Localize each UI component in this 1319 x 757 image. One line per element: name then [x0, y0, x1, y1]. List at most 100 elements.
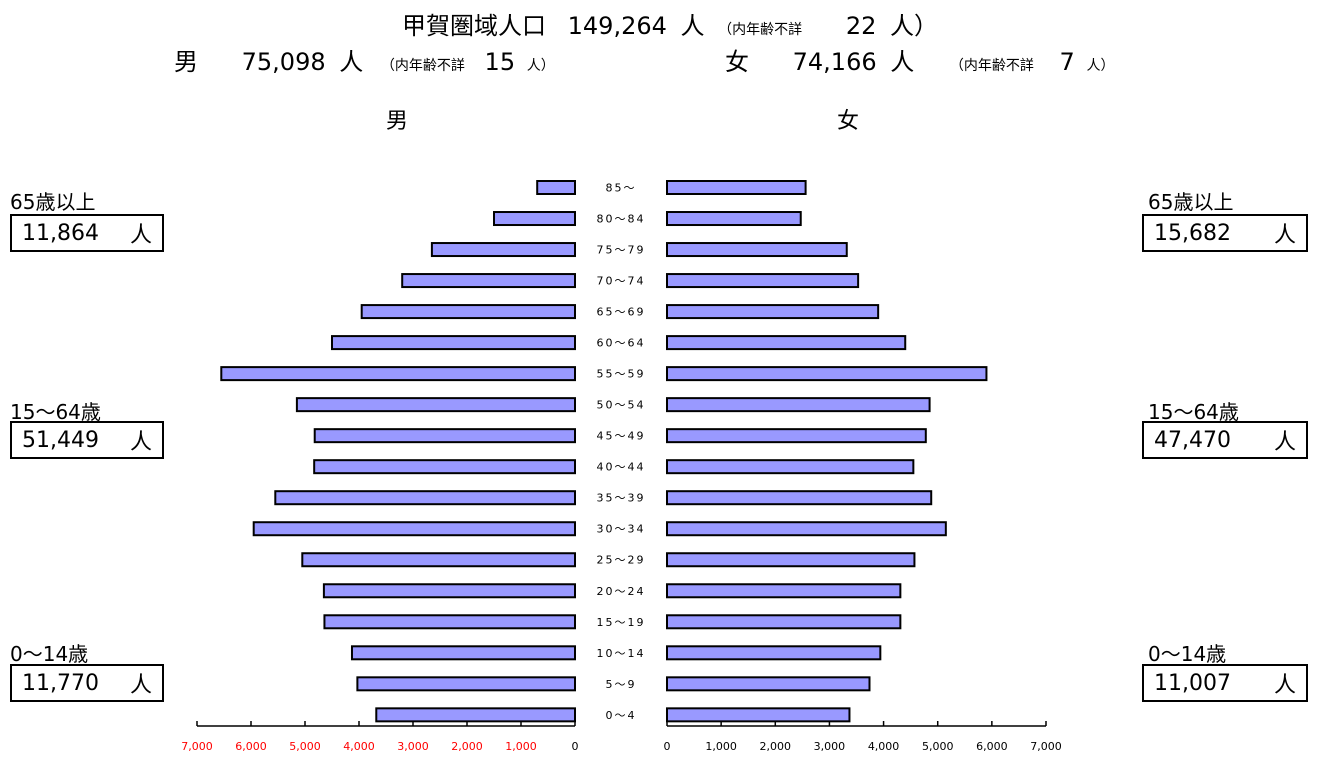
female-bar — [666, 676, 871, 692]
male-label: 男 — [174, 48, 198, 76]
male-group-box-65plus: 11,864 人 — [10, 214, 164, 252]
female-bar — [666, 335, 907, 351]
total-unknown-value: 22 — [845, 12, 877, 40]
total-label: 甲賀圏域人口 — [402, 12, 546, 40]
female-value: 74,166 — [792, 48, 877, 76]
male-bar — [323, 614, 576, 630]
female-bars — [666, 180, 988, 723]
female-bar — [666, 428, 927, 444]
female-bar — [666, 273, 860, 289]
female-bar — [666, 242, 848, 258]
female-group-unit-65plus: 人 — [1273, 223, 1296, 248]
male-unknown-prefix: （内年齢不詳 — [380, 58, 465, 74]
male-bar — [430, 242, 576, 258]
female-population-line: 女 74,166 人 （内年齢不詳 7 人） — [725, 42, 1114, 77]
male-bar — [536, 180, 577, 195]
male-axis-tick-label: 1,000 — [505, 740, 537, 753]
male-group-unit-65plus: 人 — [129, 223, 152, 248]
female-unknown-value: 7 — [1059, 48, 1075, 76]
male-bar — [313, 428, 576, 444]
age-category-label: 55～59 — [597, 368, 646, 381]
male-bar — [375, 707, 576, 723]
female-group-unit-0-14: 人 — [1273, 673, 1296, 698]
male-axis-tick-label: 4,000 — [343, 740, 375, 753]
female-group-value-15-64: 47,470 — [1154, 427, 1231, 453]
female-group-value-0-14: 11,007 — [1154, 670, 1231, 696]
female-x-axis: 0 1,000 2,000 3,000 4,000 5,000 6,000 7,000 — [664, 721, 1062, 753]
female-label: 女 — [725, 48, 749, 76]
male-axis-tick-label: 2,000 — [451, 740, 483, 753]
age-category-label: 80～84 — [597, 213, 646, 226]
male-x-axis: 7,000 6,000 5,000 4,000 3,000 2,000 1,000 0 — [181, 721, 579, 753]
female-group-label-0-14: 0～14歳 — [1148, 642, 1227, 666]
female-axis-tick-label: 3,000 — [814, 740, 846, 753]
male-group-unit-15-64: 人 — [129, 430, 152, 455]
male-axis-tick-label: 5,000 — [289, 740, 321, 753]
male-bar — [313, 459, 576, 475]
female-group-box-65plus: 15,682 人 — [1142, 214, 1308, 252]
male-bar — [360, 304, 577, 320]
male-bar — [350, 645, 577, 661]
female-bar — [666, 490, 933, 506]
female-bar — [666, 707, 851, 723]
age-category-labels: 85～ 80～84 75～79 70～74 65～69 60～64 55～59 50～54 45… — [597, 182, 646, 722]
male-bar — [493, 211, 576, 227]
male-bar — [252, 521, 576, 537]
female-bar — [666, 583, 902, 599]
male-unknown-suffix: 人） — [526, 58, 555, 74]
male-group-box-15-64: 51,449 人 — [10, 421, 164, 459]
male-side-heading: 男 — [386, 109, 409, 134]
female-group-label-15-64: 15～64歳 — [1148, 400, 1239, 424]
female-bar — [666, 211, 802, 227]
age-category-label: 70～74 — [597, 275, 646, 288]
male-unit: 人 — [339, 48, 364, 76]
age-category-label: 5～9 — [606, 678, 637, 691]
total-value: 149,264 — [567, 12, 667, 40]
male-group-value-0-14: 11,770 — [22, 670, 99, 696]
male-axis-tick-label: 3,000 — [397, 740, 429, 753]
age-category-label: 35～39 — [597, 492, 646, 505]
female-group-label-65plus: 65歳以上 — [1148, 190, 1234, 214]
male-axis-tick-label: 6,000 — [235, 740, 267, 753]
female-bar — [666, 180, 807, 195]
male-bar — [220, 366, 577, 382]
male-group-value-15-64: 51,449 — [22, 427, 99, 453]
age-category-label: 45～49 — [597, 430, 646, 443]
male-bar — [401, 273, 577, 289]
male-bar — [322, 583, 576, 599]
female-group-value-65plus: 15,682 — [1154, 220, 1231, 246]
female-axis-tick-label: 6,000 — [976, 740, 1008, 753]
male-bar — [356, 676, 576, 692]
male-group-label-0-14: 0～14歳 — [10, 642, 89, 666]
female-unknown-suffix: 人） — [1086, 58, 1115, 74]
female-bar — [666, 645, 882, 661]
male-group-label-15-64: 15～64歳 — [10, 400, 101, 424]
female-bar — [666, 397, 931, 413]
female-bar — [666, 614, 902, 630]
female-axis-tick-label: 1,000 — [705, 740, 737, 753]
male-unknown-value: 15 — [484, 48, 516, 76]
male-group-value-65plus: 11,864 — [22, 220, 99, 246]
female-group-unit-15-64: 人 — [1273, 430, 1296, 455]
age-category-label: 60～64 — [597, 337, 646, 350]
male-axis-tick-label: 7,000 — [181, 740, 213, 753]
age-category-label: 85～ — [606, 182, 637, 195]
male-bar — [295, 397, 576, 413]
age-category-label: 75～79 — [597, 244, 646, 257]
male-axis-tick-label: 0 — [572, 740, 579, 753]
male-bar — [301, 552, 576, 568]
total-unknown-prefix: （内年齢不詳 — [718, 22, 803, 38]
female-axis-tick-label: 2,000 — [760, 740, 792, 753]
female-axis-tick-label: 4,000 — [868, 740, 900, 753]
female-bar — [666, 459, 915, 475]
age-category-label: 25～29 — [597, 554, 646, 567]
age-category-label: 50～54 — [597, 399, 646, 412]
total-population-line: 甲賀圏域人口 149,264 人 （内年齢不詳 22 人） — [402, 6, 938, 41]
total-unit: 人 — [680, 12, 705, 40]
age-category-label: 30～34 — [597, 523, 646, 536]
age-category-label: 40～44 — [597, 461, 646, 474]
female-bar — [666, 304, 880, 320]
total-unknown-suffix: 人） — [890, 12, 938, 40]
female-group-box-15-64: 47,470 人 — [1142, 421, 1308, 459]
female-bar — [666, 552, 916, 568]
